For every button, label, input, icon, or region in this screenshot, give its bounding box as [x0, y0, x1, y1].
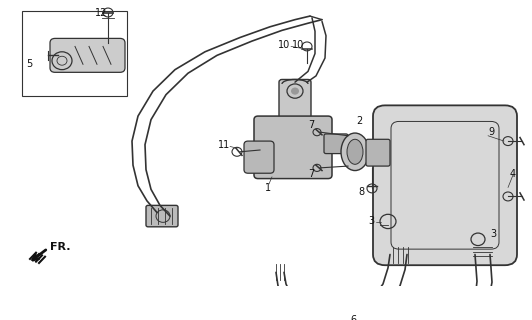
Text: 3: 3: [368, 216, 374, 227]
Text: 5: 5: [26, 59, 32, 69]
Text: 3: 3: [490, 229, 496, 239]
Text: 7: 7: [308, 120, 314, 130]
Text: 11: 11: [218, 140, 230, 150]
FancyBboxPatch shape: [324, 134, 348, 154]
Text: 4: 4: [510, 169, 516, 179]
Text: 1: 1: [265, 182, 271, 193]
Text: 10: 10: [292, 40, 304, 50]
FancyBboxPatch shape: [279, 79, 311, 122]
Text: 2: 2: [356, 116, 362, 125]
Ellipse shape: [347, 139, 363, 164]
FancyBboxPatch shape: [50, 38, 125, 72]
Text: 8: 8: [358, 187, 364, 197]
Text: 7: 7: [308, 169, 314, 179]
Ellipse shape: [341, 133, 369, 171]
FancyBboxPatch shape: [254, 116, 332, 179]
Circle shape: [291, 87, 299, 95]
Text: 6: 6: [350, 315, 356, 320]
Text: 9: 9: [488, 127, 494, 137]
Text: FR.: FR.: [50, 242, 71, 252]
Bar: [22, 11, 127, 96]
FancyBboxPatch shape: [373, 105, 517, 265]
FancyBboxPatch shape: [366, 139, 390, 166]
Text: 10: 10: [278, 40, 290, 50]
FancyBboxPatch shape: [244, 141, 274, 173]
FancyBboxPatch shape: [146, 205, 178, 227]
Text: 12: 12: [95, 8, 107, 18]
